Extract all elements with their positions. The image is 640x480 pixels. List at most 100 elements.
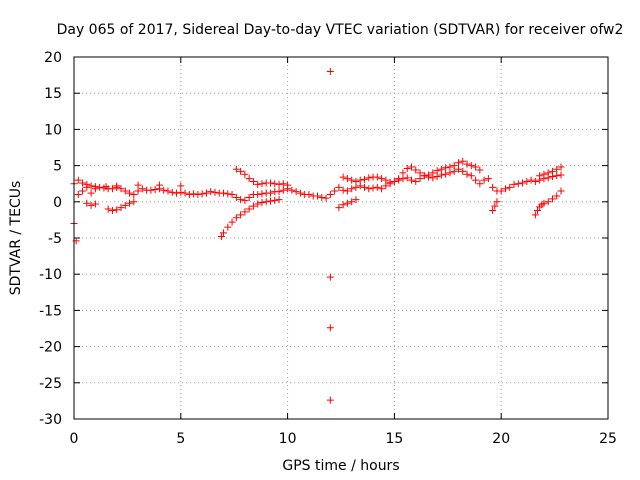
x-tick-label: 25 [599,431,617,447]
data-point-ofw2-upper-arcs [399,169,407,177]
data-points [70,67,565,404]
data-point-ofw2-lower-arcs [271,196,279,204]
data-point-ofw2-main-band [557,171,565,179]
data-point-ofw2-outliers [326,396,334,404]
data-point-ofw2-upper-arcs [403,164,411,172]
data-point-ofw2-main-band [318,193,326,201]
data-point-ofw2-main-band [181,189,189,197]
data-point-ofw2-upper-arcs [540,170,548,178]
data-point-ofw2-main-band [190,190,198,198]
data-point-ofw2-main-band [164,187,172,195]
data-point-ofw2-upper-arcs [442,164,450,172]
data-point-ofw2-main-band [403,174,411,182]
data-point-ofw2-upper-arcs [373,173,381,181]
data-point-ofw2-main-band [151,185,159,193]
x-tick-label: 0 [70,431,79,447]
data-point-ofw2-main-band [480,176,488,184]
data-point-ofw2-main-band [275,188,283,196]
x-tick-label: 20 [492,431,510,447]
data-point-ofw2-lower-arcs [121,201,129,209]
data-point-ofw2-lower-arcs [83,199,91,207]
data-point-ofw2-upper-arcs [177,182,185,190]
data-point-ofw2-upper-arcs [249,178,257,186]
data-point-ofw2-main-band [130,191,138,199]
data-point-ofw2-upper-arcs [74,176,82,184]
data-point-ofw2-upper-arcs [360,175,368,183]
data-point-ofw2-upper-arcs [83,180,91,188]
data-point-ofw2-main-band [220,189,228,197]
data-point-ofw2-main-band [194,191,202,199]
data-point-ofw2-main-band [279,186,287,194]
data-point-ofw2-main-band [237,196,245,204]
data-point-ofw2-outliers [326,67,334,75]
data-point-ofw2-upper-arcs [544,169,552,177]
data-point-ofw2-main-band [185,191,193,199]
data-point-ofw2-main-band [407,176,415,184]
data-point-ofw2-lower-arcs [339,201,347,209]
data-point-ofw2-main-band [232,193,240,201]
data-point-ofw2-upper-arcs [102,183,110,191]
data-point-ofw2-main-band [292,188,300,196]
data-point-ofw2-main-band [288,186,296,194]
data-point-ofw2-upper-arcs [91,183,99,191]
data-point-ofw2-main-band [373,183,381,191]
data-point-ofw2-lower-arcs [113,206,121,214]
data-point-ofw2-main-band [454,165,462,173]
axis-ticks [73,56,609,420]
data-point-ofw2-lower-arcs [130,198,138,206]
data-point-ofw2-lower-arcs [249,202,257,210]
data-point-ofw2-main-band [228,191,236,199]
y-axis-label: SDTVAR / TECUs [8,181,24,296]
data-point-ofw2-main-band [87,189,95,197]
chart-title: Day 065 of 2017, Sidereal Day-to-day VTE… [57,22,624,38]
data-point-ofw2-upper-arcs [386,178,394,186]
data-point-ofw2-upper-arcs [241,170,249,178]
data-point-ofw2-main-band [412,178,420,186]
y-tick-label: -30 [39,412,62,428]
data-point-ofw2-upper-arcs [365,174,373,182]
axis-tick-labels: 0 5 10 15 20 25 -30 -25 -20 -15 -10 -5 0 5 10 15 20 [39,50,617,447]
data-point-ofw2-main-band [553,172,561,180]
data-point-ofw2-upper-arcs [412,166,420,174]
data-point-ofw2-upper-arcs [79,179,87,187]
data-point-ofw2-upper-arcs [536,172,544,180]
data-point-ofw2-upper-arcs [476,166,484,174]
data-point-ofw2-main-band [467,172,475,180]
data-point-ofw2-main-band [343,187,351,195]
data-point-ofw2-main-band [501,185,509,193]
data-point-ofw2-upper-arcs [548,167,556,175]
data-point-ofw2-upper-arcs [352,178,360,186]
data-point-ofw2-main-band [510,180,518,188]
y-tick-label: 5 [53,159,62,175]
data-point-ofw2-main-band [459,167,467,175]
data-point-ofw2-upper-arcs [284,181,292,189]
data-point-ofw2-lower-arcs [262,198,270,206]
data-point-ofw2-upper-arcs [463,160,471,168]
data-point-ofw2-main-band [296,189,304,197]
y-tick-label: -10 [39,267,62,283]
data-point-ofw2-upper-arcs [232,165,240,173]
data-point-ofw2-lower-arcs [217,233,225,241]
data-point-ofw2-lower-arcs [232,214,240,222]
data-point-ofw2-lower-arcs [254,200,262,208]
data-point-ofw2-main-band [168,188,176,196]
data-point-ofw2-main-band [378,185,386,193]
data-point-ofw2-main-band [305,191,313,199]
data-point-ofw2-main-band [348,185,356,193]
data-point-ofw2-main-band [497,187,505,195]
data-point-ofw2-lower-arcs [87,201,95,209]
data-point-ofw2-upper-arcs [87,182,95,190]
data-point-ofw2-outliers [326,273,334,281]
data-point-ofw2-outliers [326,324,334,332]
data-point-ofw2-upper-arcs [348,176,356,184]
x-axis-label: GPS time / hours [282,458,399,474]
data-point-ofw2-main-band [121,187,129,195]
y-tick-label: -5 [48,231,62,247]
data-point-ofw2-main-band [173,189,181,197]
data-point-ofw2-main-band [126,189,134,197]
data-point-ofw2-upper-arcs [450,162,458,170]
data-point-ofw2-upper-arcs [420,172,428,180]
x-tick-label: 10 [279,431,297,447]
data-point-ofw2-main-band [241,196,249,204]
